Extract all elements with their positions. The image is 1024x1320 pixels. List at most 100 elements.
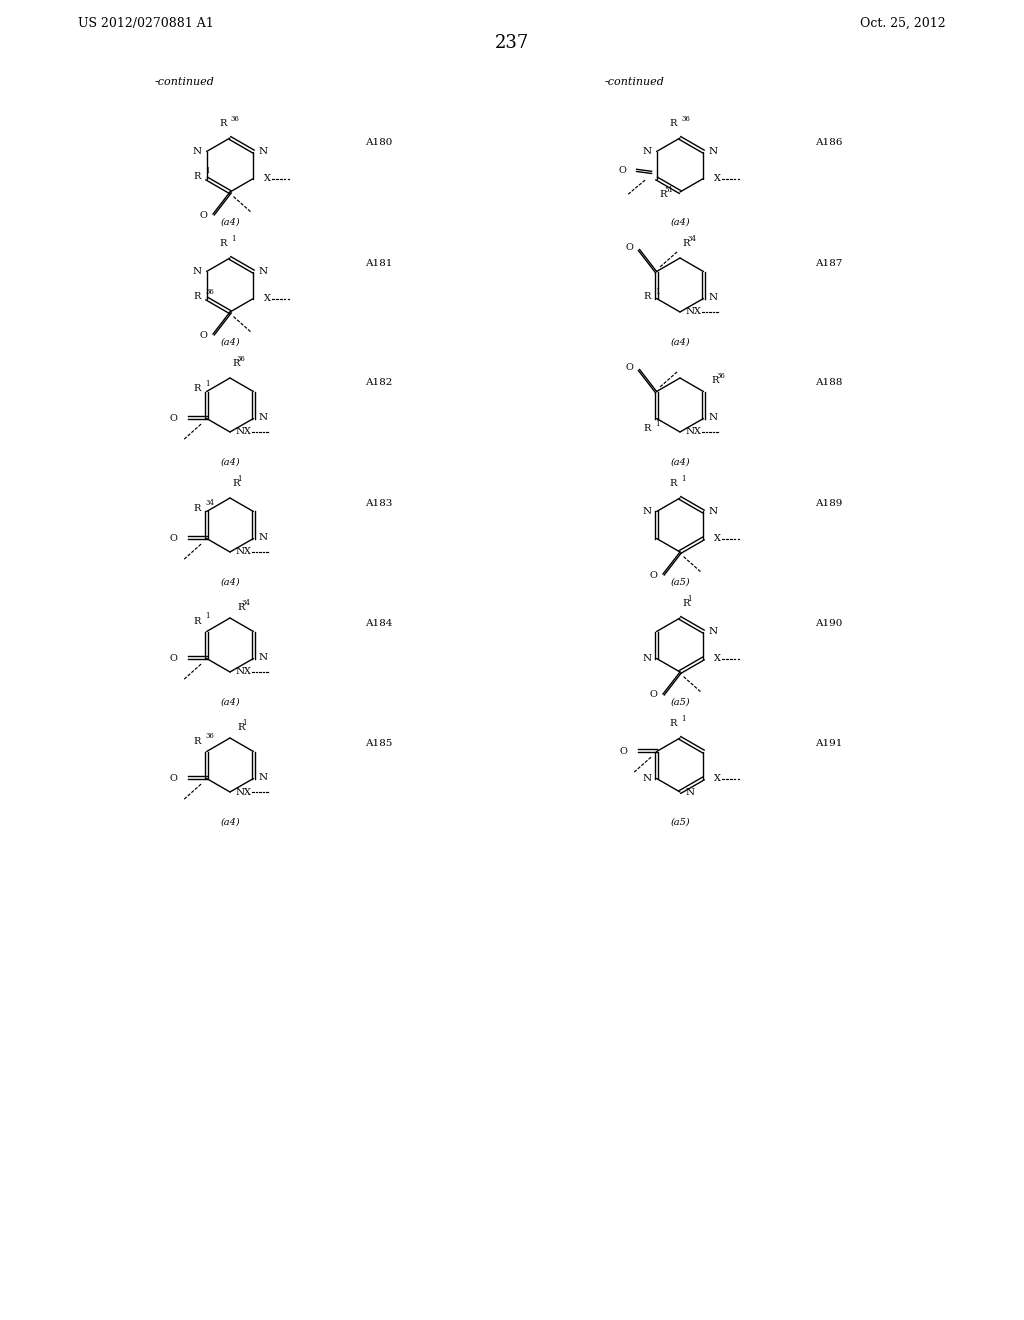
Text: 1: 1 <box>655 420 660 428</box>
Text: R: R <box>670 119 677 128</box>
Text: 36: 36 <box>681 115 690 123</box>
Text: R: R <box>237 603 245 612</box>
Text: (a5): (a5) <box>670 817 690 826</box>
Text: R: R <box>237 723 245 733</box>
Text: A189: A189 <box>815 499 843 507</box>
Text: N: N <box>193 267 202 276</box>
Text: R: R <box>194 292 201 301</box>
Text: 1: 1 <box>206 612 210 620</box>
Text: R: R <box>194 616 201 626</box>
Text: N: N <box>709 413 718 422</box>
Text: N: N <box>709 147 718 156</box>
Text: R: R <box>643 424 650 433</box>
Text: R: R <box>194 172 201 181</box>
Text: 1: 1 <box>237 475 242 483</box>
Text: X: X <box>244 428 251 437</box>
Text: N: N <box>258 653 267 663</box>
Text: R: R <box>659 190 667 199</box>
Text: 1: 1 <box>242 719 247 727</box>
Text: (a4): (a4) <box>670 458 690 466</box>
Text: -continued: -continued <box>605 77 665 87</box>
Text: R: R <box>682 239 689 248</box>
Text: R: R <box>194 504 201 513</box>
Text: X: X <box>715 653 721 663</box>
Text: N: N <box>709 293 718 302</box>
Text: R: R <box>712 376 719 385</box>
Text: O: O <box>626 243 634 252</box>
Text: A183: A183 <box>365 499 392 507</box>
Text: N: N <box>642 653 651 663</box>
Text: (a4): (a4) <box>220 338 240 347</box>
Text: N: N <box>258 533 267 543</box>
Text: R: R <box>670 479 677 488</box>
Text: X: X <box>244 788 251 796</box>
Text: 1: 1 <box>206 168 210 176</box>
Text: 36: 36 <box>237 355 246 363</box>
Text: A182: A182 <box>365 379 392 388</box>
Text: R: R <box>682 599 689 609</box>
Text: 34: 34 <box>206 499 214 507</box>
Text: 1: 1 <box>231 235 236 243</box>
Text: 36: 36 <box>717 372 725 380</box>
Text: R: R <box>194 384 201 393</box>
Text: X: X <box>715 535 721 543</box>
Text: R: R <box>219 119 227 128</box>
Text: N: N <box>709 507 718 516</box>
Text: 1: 1 <box>655 288 660 296</box>
Text: N: N <box>236 788 245 796</box>
Text: O: O <box>170 653 177 663</box>
Text: N: N <box>236 428 245 437</box>
Text: 36: 36 <box>206 288 214 296</box>
Text: X: X <box>715 174 721 183</box>
Text: US 2012/0270881 A1: US 2012/0270881 A1 <box>78 16 214 29</box>
Text: X: X <box>244 668 251 676</box>
Text: N: N <box>193 147 202 156</box>
Text: N: N <box>258 413 267 422</box>
Text: N: N <box>709 627 718 636</box>
Text: 34: 34 <box>687 235 696 243</box>
Text: N: N <box>686 788 695 796</box>
Text: O: O <box>170 535 177 543</box>
Text: (a4): (a4) <box>220 458 240 466</box>
Text: A191: A191 <box>815 738 843 747</box>
Text: N: N <box>642 774 651 783</box>
Text: O: O <box>649 690 657 700</box>
Text: 51: 51 <box>665 186 674 194</box>
Text: (a4): (a4) <box>220 578 240 586</box>
Text: X: X <box>715 774 721 783</box>
Text: R: R <box>219 239 227 248</box>
Text: 34: 34 <box>242 599 251 607</box>
Text: A186: A186 <box>815 139 843 148</box>
Text: -continued: -continued <box>155 77 215 87</box>
Text: R: R <box>232 479 240 488</box>
Text: 1: 1 <box>687 595 691 603</box>
Text: N: N <box>686 428 695 437</box>
Text: O: O <box>199 330 207 339</box>
Text: N: N <box>642 507 651 516</box>
Text: A184: A184 <box>365 619 392 627</box>
Text: N: N <box>686 308 695 317</box>
Text: (a4): (a4) <box>220 218 240 227</box>
Text: A181: A181 <box>365 259 392 268</box>
Text: N: N <box>258 147 267 156</box>
Text: N: N <box>258 774 267 781</box>
Text: (a4): (a4) <box>220 697 240 706</box>
Text: N: N <box>236 668 245 676</box>
Text: O: O <box>199 210 207 219</box>
Text: 1: 1 <box>206 380 210 388</box>
Text: O: O <box>618 166 627 176</box>
Text: 237: 237 <box>495 34 529 51</box>
Text: O: O <box>626 363 634 372</box>
Text: (a5): (a5) <box>670 578 690 586</box>
Text: O: O <box>170 414 177 422</box>
Text: 1: 1 <box>681 715 685 723</box>
Text: A187: A187 <box>815 259 843 268</box>
Text: X: X <box>264 174 271 183</box>
Text: R: R <box>232 359 240 368</box>
Text: X: X <box>694 308 701 317</box>
Text: (a4): (a4) <box>220 817 240 826</box>
Text: O: O <box>170 774 177 783</box>
Text: A188: A188 <box>815 379 843 388</box>
Text: X: X <box>244 548 251 557</box>
Text: N: N <box>642 147 651 156</box>
